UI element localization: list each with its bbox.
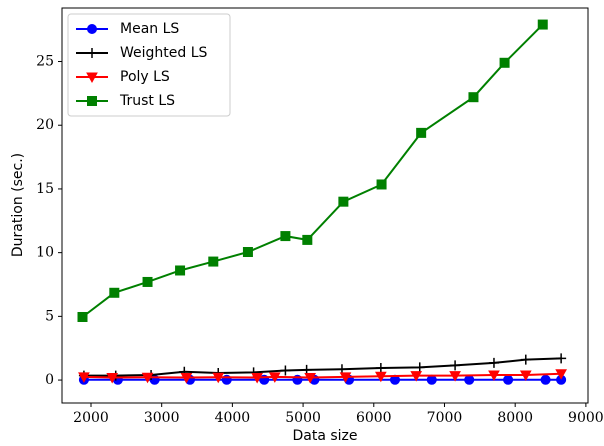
point xyxy=(78,372,90,383)
y-tick-label: 0 xyxy=(45,372,54,388)
series-line xyxy=(81,23,544,318)
point xyxy=(87,96,97,106)
point xyxy=(488,370,500,381)
point xyxy=(109,287,120,298)
point xyxy=(87,24,97,34)
point xyxy=(375,362,386,373)
point xyxy=(141,372,154,384)
x-tick-label: 7000 xyxy=(427,410,463,426)
point xyxy=(180,373,193,384)
point xyxy=(302,234,313,245)
point xyxy=(212,372,225,384)
x-tick-label: 2000 xyxy=(73,410,109,426)
x-tick-label: 5000 xyxy=(285,410,321,426)
point xyxy=(339,372,352,383)
point xyxy=(251,373,263,384)
point xyxy=(499,57,510,68)
point xyxy=(488,357,499,368)
x-tick-label: 6000 xyxy=(356,410,392,426)
y-tick-label: 15 xyxy=(36,181,54,197)
point xyxy=(426,374,437,385)
point xyxy=(376,179,387,190)
point xyxy=(175,265,186,276)
y-tick-label: 20 xyxy=(36,117,54,133)
point xyxy=(449,371,461,382)
point xyxy=(468,92,479,103)
point xyxy=(556,353,567,364)
legend-label: Trust LS xyxy=(119,93,175,109)
point xyxy=(375,371,387,383)
point xyxy=(208,256,219,267)
point xyxy=(450,360,461,371)
point xyxy=(520,354,531,365)
y-tick-label: 5 xyxy=(45,308,54,324)
point xyxy=(537,19,548,30)
x-tick-label: 4000 xyxy=(215,410,251,426)
point xyxy=(464,374,475,385)
x-tick-label: 9000 xyxy=(568,410,604,426)
point xyxy=(503,374,514,385)
point xyxy=(77,311,88,322)
point xyxy=(416,127,427,138)
point xyxy=(414,362,425,373)
point xyxy=(555,369,567,380)
point xyxy=(106,373,119,384)
point xyxy=(540,374,551,385)
point xyxy=(242,247,253,258)
point xyxy=(280,231,291,242)
point xyxy=(142,276,153,287)
legend-box xyxy=(67,13,231,117)
legend: Mean LS Weighted LS Poly LS Trust LS xyxy=(67,13,231,117)
point xyxy=(86,72,98,84)
plot-frame xyxy=(61,7,589,404)
x-tick-label: 3000 xyxy=(144,410,180,426)
legend-label: Weighted LS xyxy=(120,45,208,61)
x-axis-label: Data size xyxy=(292,428,357,444)
point xyxy=(519,370,532,381)
point xyxy=(268,372,281,383)
y-tick-label: 25 xyxy=(36,54,54,70)
y-axis-label: Duration (sec.) xyxy=(10,153,26,257)
x-tick-label: 8000 xyxy=(497,410,533,426)
legend-label: Mean LS xyxy=(120,21,179,37)
legend-label: Poly LS xyxy=(120,69,170,85)
point xyxy=(280,365,291,376)
point xyxy=(410,371,423,382)
point xyxy=(87,48,97,58)
point xyxy=(304,373,317,384)
y-tick-label: 10 xyxy=(36,245,54,261)
point xyxy=(338,196,349,207)
